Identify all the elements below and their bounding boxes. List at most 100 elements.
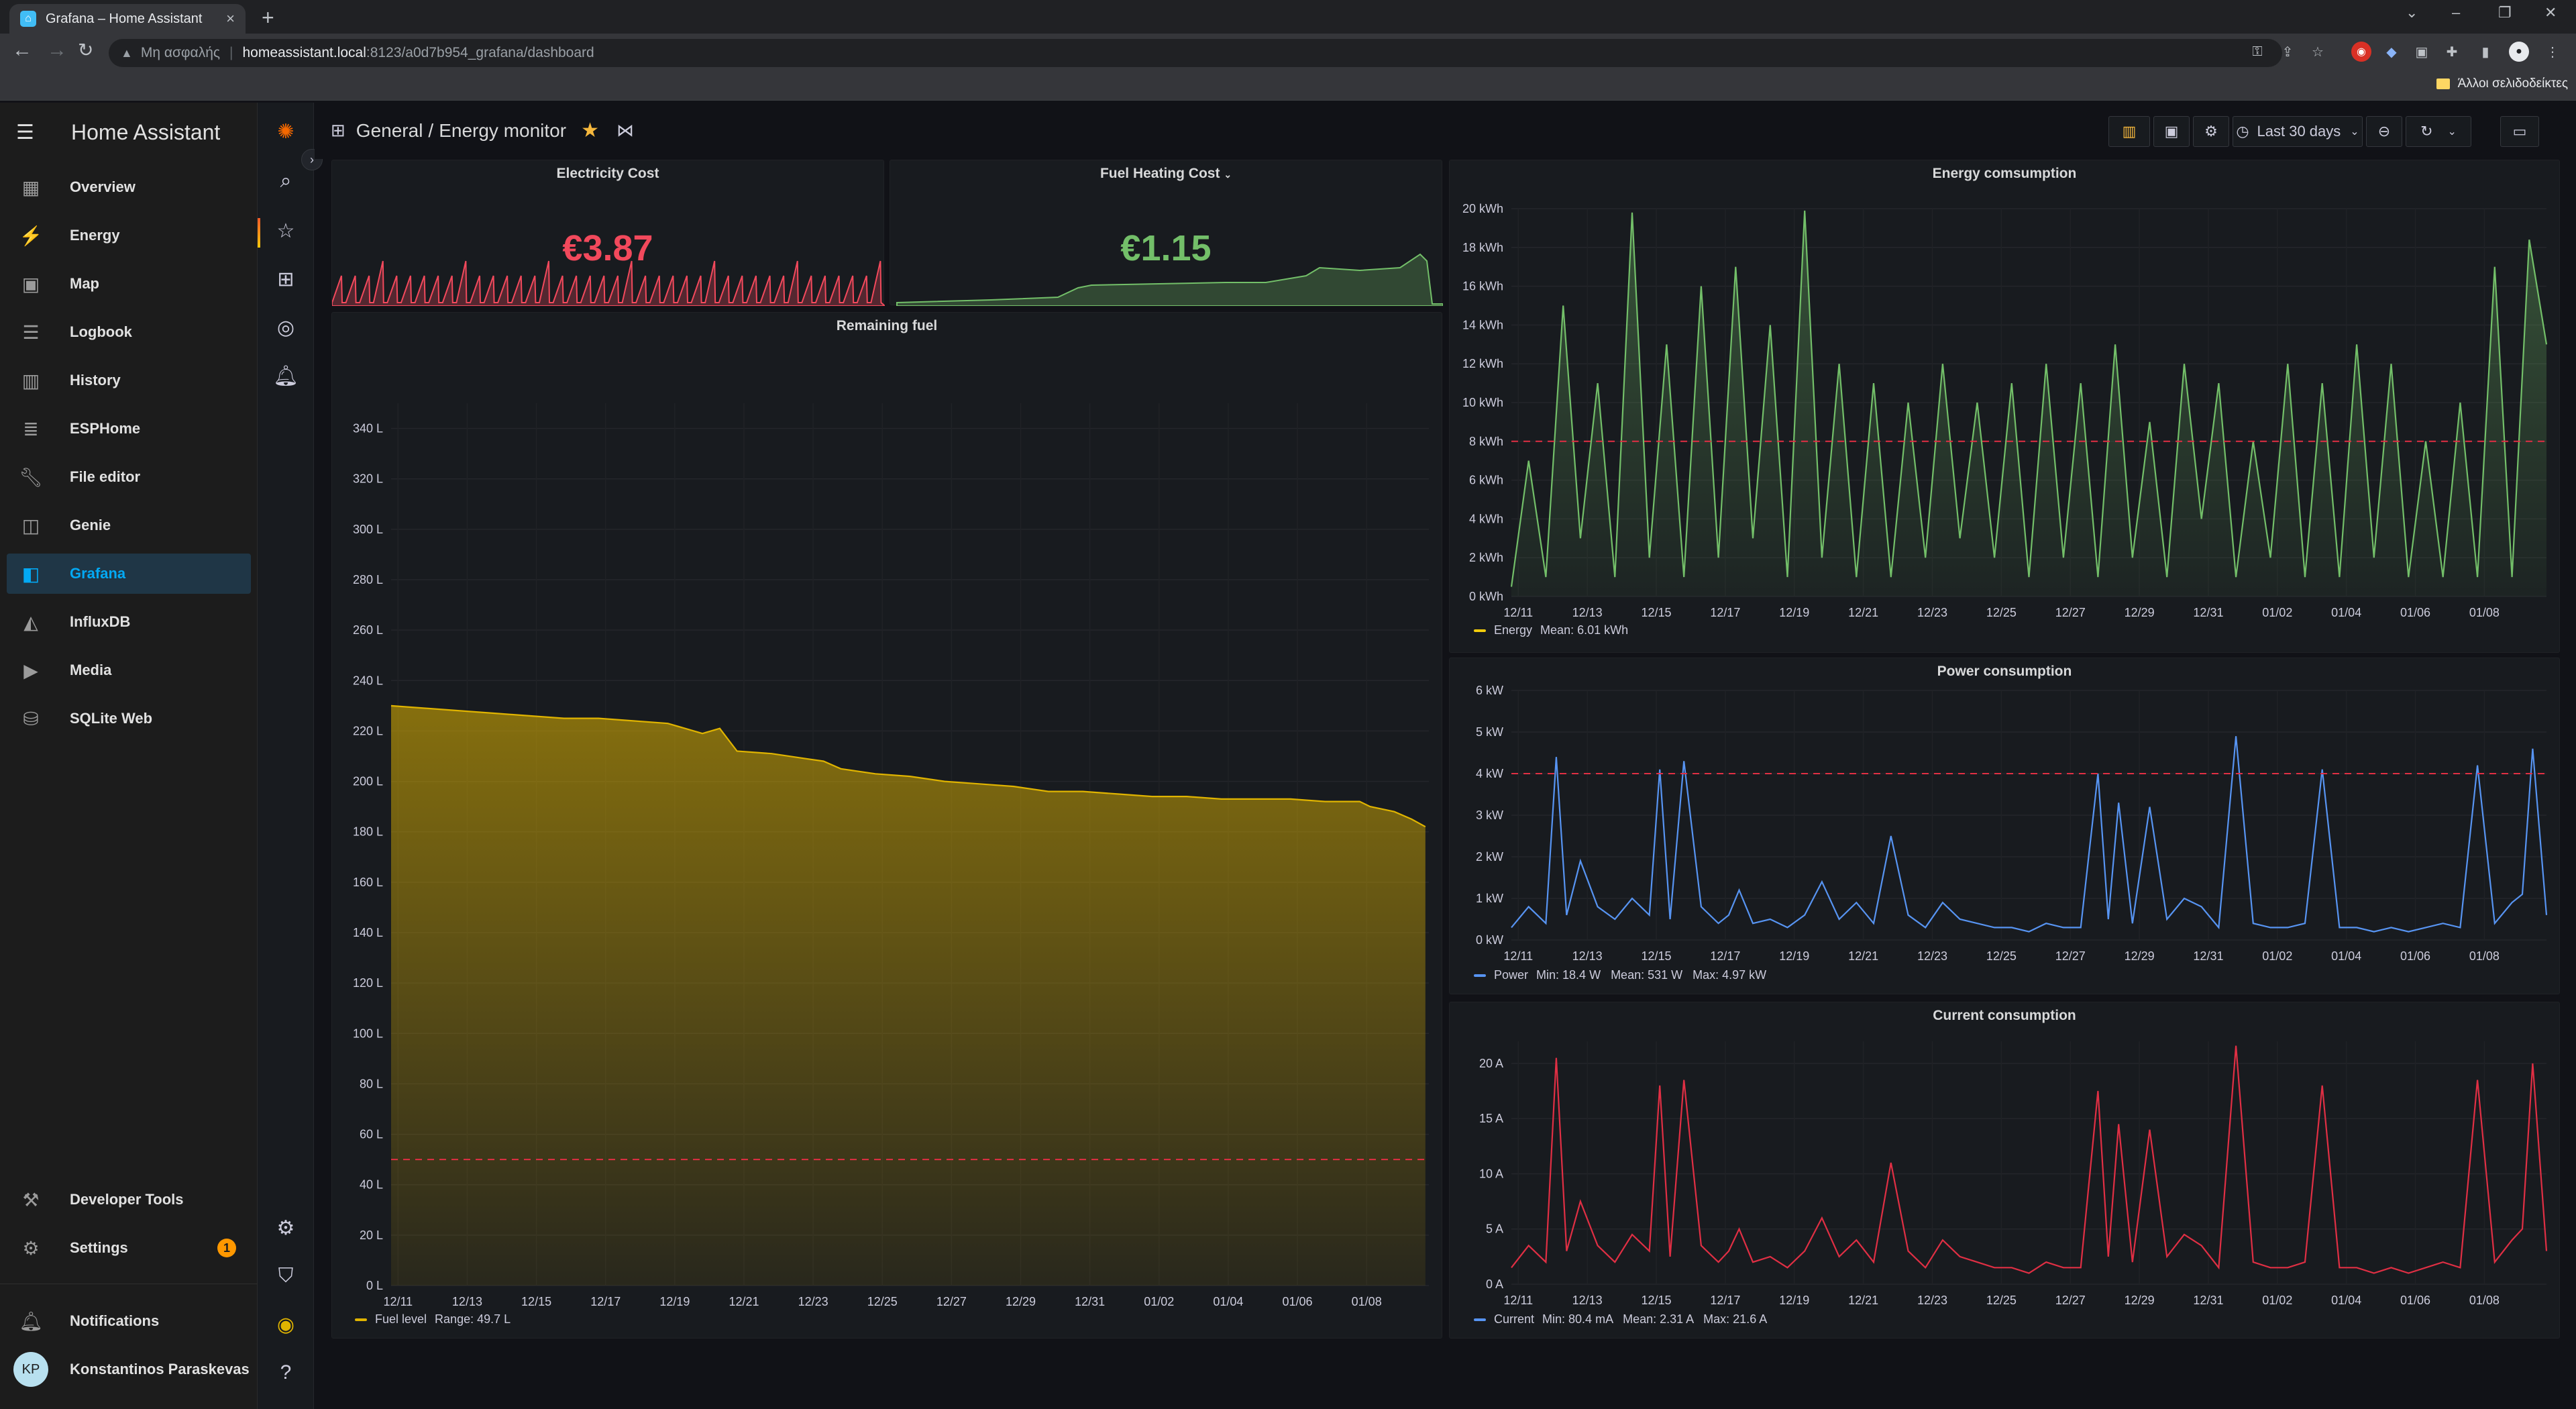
key-icon[interactable]: ⚿ <box>2252 44 2263 59</box>
other-bookmarks-label: Άλλοι σελιδοδείκτες <box>2457 76 2568 91</box>
bookmark-star-icon[interactable]: ☆ <box>2312 44 2324 60</box>
sidebar-item-label: Energy <box>70 227 120 244</box>
menu-collapse-icon[interactable]: ☰ <box>16 121 34 144</box>
x-tick-label: 12/11 <box>1503 606 1533 619</box>
sidebar-item-media[interactable]: ▶ Media <box>7 650 251 690</box>
x-tick-label: 12/13 <box>1572 606 1603 619</box>
sidebar-item-logbook[interactable]: ☰ Logbook <box>7 312 251 352</box>
sidebar-item-energy[interactable]: ⚡ Energy <box>7 215 251 256</box>
add-panel-button[interactable]: ▥ <box>2108 116 2150 147</box>
dashboard-title[interactable]: Energy monitor <box>439 119 567 141</box>
sidebar-item-grafana[interactable]: ◧ Grafana <box>7 554 251 594</box>
breadcrumb-folder[interactable]: General <box>356 119 423 141</box>
x-tick-label: 12/25 <box>1986 606 2017 619</box>
profile-avatar-icon[interactable]: ● <box>2509 42 2529 62</box>
user-avatar-icon[interactable]: ◉ <box>276 1314 295 1336</box>
series-line[interactable] <box>1510 210 2548 587</box>
new-tab-button[interactable]: + <box>262 5 274 30</box>
server-admin-shield-icon[interactable]: ⛉ <box>278 1265 294 1287</box>
panel-menu-chevron-icon[interactable]: ⌄ <box>1224 169 1232 180</box>
sidebar-item-overview[interactable]: ▦ Overview <box>7 167 251 207</box>
extension-shield-icon[interactable]: ◆ <box>2386 44 2397 60</box>
wrench-icon: 🔧︎ <box>19 466 43 488</box>
sidebar-item-developer-tools[interactable]: ⚒ Developer Tools <box>7 1180 251 1220</box>
window-close-icon[interactable]: ✕ <box>2544 4 2557 21</box>
browser-tab[interactable]: ⌂ Grafana – Home Assistant × <box>9 4 246 34</box>
current-consumption-panel[interactable]: Current consumption 0 A 5 A 10 A 15 A 20 A 12… <box>1449 1002 2560 1339</box>
chart-legend[interactable]: Current Min: 80.4 mA Mean: 2.31 A Max: 2… <box>1474 1312 1767 1326</box>
chart-legend[interactable]: Fuel level Range: 49.7 L <box>355 1312 511 1326</box>
fuel-heating-cost-panel[interactable]: Fuel Heating Cost ⌄ €1.15 <box>890 160 1443 306</box>
refresh-icon: ↻ <box>2420 123 2433 140</box>
hammer-icon: ⚒ <box>22 1189 40 1210</box>
side-panel-icon[interactable]: ▮ <box>2481 44 2489 60</box>
x-tick-label: 12/29 <box>2125 949 2155 963</box>
sidebar-item-file-editor[interactable]: 🔧︎ File editor <box>7 457 251 497</box>
sidebar-item-settings[interactable]: ⚙ Settings 1 <box>7 1228 251 1268</box>
starred-icon[interactable]: ☆ <box>276 220 295 242</box>
close-tab-icon[interactable]: × <box>226 10 235 27</box>
y-tick-label: 8 kWh <box>1469 435 1503 448</box>
y-tick-label: 0 kWh <box>1469 590 1503 603</box>
tab-search-icon[interactable]: ⌄ <box>2406 4 2418 21</box>
dashboard-settings-button[interactable]: ⚙ <box>2193 116 2229 147</box>
browser-menu-icon[interactable]: ⋮ <box>2546 44 2559 60</box>
series-line[interactable] <box>1511 736 2548 933</box>
save-dashboard-button[interactable]: ▣ <box>2153 116 2190 147</box>
y-tick-label: 0 A <box>1486 1277 1503 1291</box>
grafana-logo-icon[interactable]: ✺ <box>277 121 294 143</box>
dashboards-icon[interactable]: ⊞ <box>277 268 294 291</box>
forward-icon[interactable]: → <box>47 39 67 61</box>
x-tick-label: 12/27 <box>2055 949 2086 963</box>
other-bookmarks[interactable]: Άλλοι σελιδοδείκτες <box>2436 76 2568 91</box>
sidebar-item-notifications[interactable]: 🔔︎ Notifications <box>7 1301 251 1341</box>
panel-title: Remaining fuel <box>836 318 938 333</box>
favorite-star-icon[interactable]: ★ <box>581 119 599 142</box>
series-line[interactable] <box>1511 1045 2548 1274</box>
x-tick-label: 12/15 <box>1641 1294 1671 1307</box>
refresh-button[interactable]: ↻ ⌄ <box>2406 116 2471 147</box>
minimize-icon[interactable]: – <box>2452 4 2461 21</box>
chart-legend[interactable]: Energy Mean: 6.01 kWh <box>1474 623 1628 637</box>
search-icon[interactable]: ⌕ <box>280 170 292 192</box>
x-tick-label: 12/21 <box>729 1295 759 1308</box>
sidebar-item-label: ESPHome <box>70 420 141 437</box>
grafana-dashboard-header: ⊞ General / Energy monitor ★ ⋈ ▥ ▣ ⚙ ◷ L… <box>315 103 2576 159</box>
power-consumption-panel[interactable]: Power consumption 0 kW 1 kW 2 kW 3 kW 4 kW 5 … <box>1449 658 2560 994</box>
help-icon[interactable]: ? <box>280 1361 292 1384</box>
remaining-fuel-panel[interactable]: Remaining fuel 0 L 20 L 40 L 60 L 80 L 100 L 1… <box>331 312 1442 1339</box>
extensions-puzzle-icon[interactable]: ✚ <box>2446 44 2458 60</box>
x-tick-label: 01/06 <box>2400 1294 2430 1307</box>
back-icon[interactable]: ← <box>12 39 32 61</box>
electricity-cost-panel[interactable]: Electricity Cost €3.87 <box>331 160 885 306</box>
address-bar[interactable]: ▲ Μη ασφαλής | homeassistant.local :8123… <box>109 39 2282 67</box>
sidebar-item-sqlite-web[interactable]: ⛁ SQLite Web <box>7 698 251 739</box>
share-icon[interactable]: ⋈ <box>616 120 634 140</box>
restore-icon[interactable]: ❐ <box>2498 4 2512 21</box>
legend-series-name: Current <box>1494 1312 1535 1326</box>
extension-icon[interactable]: ◉ <box>2351 42 2371 62</box>
zoom-out-button[interactable]: ⊖ <box>2366 116 2402 147</box>
alerting-icon[interactable]: 🔔︎ <box>272 365 299 387</box>
sidebar-item-genie[interactable]: ◫ Genie <box>7 505 251 545</box>
configuration-gear-icon[interactable]: ⚙ <box>276 1217 295 1239</box>
chart-legend[interactable]: Power Min: 18.4 W Mean: 531 W Max: 4.97 … <box>1474 968 1766 982</box>
panel-title: Energy comsumption <box>1932 166 2077 181</box>
sidebar-item-map[interactable]: ▣ Map <box>7 264 251 304</box>
series-line[interactable] <box>390 704 1426 828</box>
extension-square-icon[interactable]: ▣ <box>2415 44 2428 60</box>
sidebar-item-esphome[interactable]: ≣ ESPHome <box>7 409 251 449</box>
view-mode-button[interactable]: ▭ <box>2500 116 2539 147</box>
y-tick-label: 5 kW <box>1476 725 1503 739</box>
warning-icon[interactable]: ▲ <box>121 46 133 60</box>
sidebar-item-history[interactable]: ▥ History <box>7 360 251 401</box>
sidebar-item-influxdb[interactable]: ◭ InfluxDB <box>7 602 251 642</box>
bookmarks-bar: Άλλοι σελιδοδείκτες <box>0 71 2576 101</box>
time-range-picker[interactable]: ◷ Last 30 days ⌄ <box>2233 116 2363 147</box>
sidebar-item-profile[interactable]: KP Konstantinos Paraskevas <box>7 1349 251 1390</box>
share-icon[interactable]: ⇪ <box>2282 44 2294 60</box>
explore-icon[interactable]: ◎ <box>276 317 295 339</box>
energy-chart: 0 kWh 2 kWh 4 kWh 6 kWh 8 kWh 10 kWh 12 kWh 14 … <box>1462 202 2548 619</box>
reload-icon[interactable]: ↻ <box>78 40 94 60</box>
energy-consumption-panel[interactable]: Energy comsumption 0 kWh 2 kWh 4 kWh 6 kWh 8… <box>1449 160 2560 653</box>
